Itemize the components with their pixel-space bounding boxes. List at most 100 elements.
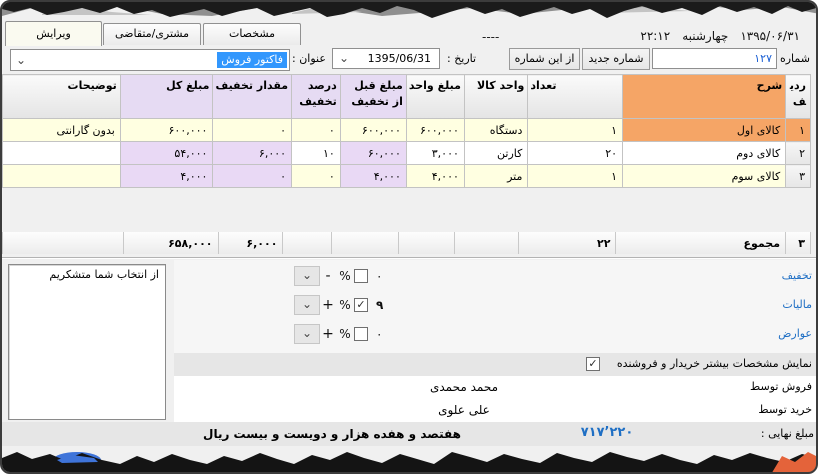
cell-qty[interactable]: ۱ bbox=[527, 164, 624, 188]
cell-discount-amt[interactable]: ۶,۰۰۰ bbox=[212, 141, 293, 165]
cell-discount-pct[interactable]: ۰ bbox=[291, 118, 341, 142]
col-header-unit: واحد کالا bbox=[463, 74, 529, 119]
cell-unit-price[interactable]: ۶۰۰,۰۰۰ bbox=[405, 118, 465, 142]
duties-value[interactable]: ۰ bbox=[376, 327, 383, 341]
bought-by-label: خرید توسط bbox=[758, 403, 812, 416]
discount-checkbox[interactable] bbox=[354, 269, 368, 283]
cell-discount-amt[interactable]: ۰ bbox=[212, 164, 293, 188]
clock-time: ۲۲:۱۲ bbox=[640, 29, 671, 43]
duties-row: عوارض ⌄ + % ۰ bbox=[174, 322, 816, 348]
new-number-button[interactable]: شماره جدید bbox=[582, 48, 650, 70]
table-row: ۱ کالای اول ۱ دستگاه ۶۰۰,۰۰۰ ۶۰۰,۰۰۰ ۰ ۰… bbox=[2, 118, 811, 142]
title-combobox[interactable]: ⌄ فاکتور فروش bbox=[10, 49, 290, 71]
cell-unit[interactable]: متر bbox=[463, 164, 529, 188]
cell-unit-price[interactable]: ۳,۰۰۰ bbox=[405, 141, 465, 165]
final-amount-label: مبلغ نهایی : bbox=[760, 427, 814, 440]
table-row: ۳ کالای سوم ۱ متر ۴,۰۰۰ ۴,۰۰۰ ۰ ۰ ۴,۰۰۰ bbox=[2, 164, 811, 188]
number-input[interactable]: ۱۲۷ bbox=[652, 48, 777, 69]
cell-notes[interactable]: بدون گارانتی bbox=[2, 118, 121, 142]
chevron-down-icon[interactable]: ⌄ bbox=[16, 53, 27, 67]
date-label-top: ۱۳۹۵/۰۶/۳۱ bbox=[740, 29, 800, 43]
cell-before-discount[interactable]: ۶۰,۰۰۰ bbox=[339, 141, 407, 165]
cell-notes[interactable] bbox=[2, 141, 121, 165]
cell-discount-pct[interactable]: ۱۰ bbox=[291, 141, 341, 165]
totals-discount-amt: ۶,۰۰۰ bbox=[217, 232, 283, 254]
final-amount-words: هفتصد و هفده هزار و دویست و بیست ریال bbox=[203, 427, 461, 441]
chevron-down-icon: ⌄ bbox=[301, 326, 313, 340]
col-header-desc: شرح bbox=[622, 74, 787, 119]
discount-value[interactable]: ۰ bbox=[376, 269, 383, 283]
table-header-row: ردیف شرح تعداد واحد کالا مبلغ واحد مبلغ … bbox=[2, 74, 811, 119]
show-more-label: نمایش مشخصات بیشتر خریدار و فروشنده bbox=[616, 357, 812, 370]
cell-rownum[interactable]: ۲ bbox=[785, 141, 811, 165]
col-header-notes: توضیحات bbox=[2, 74, 121, 119]
tax-sign: + bbox=[322, 297, 334, 313]
cell-desc[interactable]: کالای سوم bbox=[622, 164, 787, 188]
from-this-number-button[interactable]: از این شماره bbox=[509, 48, 580, 70]
cell-qty[interactable]: ۲۰ bbox=[527, 141, 624, 165]
final-amount-value: ۷۱۷’۲۲۰ bbox=[580, 425, 634, 440]
col-header-before-discount: مبلغ قبل از تخفیف bbox=[339, 74, 407, 119]
totals-qty: ۲۲ bbox=[517, 232, 616, 254]
cell-unit[interactable]: کارتن bbox=[463, 141, 529, 165]
title-dashes: ---- bbox=[482, 30, 500, 44]
datetime-display: ۲۲:۱۲ چهارشنبه ۱۳۹۵/۰۶/۳۱ bbox=[640, 29, 800, 43]
discount-label: تخفیف bbox=[781, 269, 812, 282]
cell-discount-amt[interactable]: ۰ bbox=[212, 118, 293, 142]
date-label: تاریخ : bbox=[447, 52, 477, 65]
items-table: ردیف شرح تعداد واحد کالا مبلغ واحد مبلغ … bbox=[2, 74, 811, 188]
col-header-discount-amt: مقدار تخفیف bbox=[212, 74, 293, 119]
col-header-total: مبلغ کل bbox=[119, 74, 214, 119]
footer-note-textarea[interactable]: از انتخاب شما متشکریم bbox=[8, 264, 166, 420]
tax-dropdown[interactable]: ⌄ bbox=[294, 295, 320, 315]
final-amount-band: مبلغ نهایی : ۷۱۷’۲۲۰ هفتصد و هفده هزار و… bbox=[2, 422, 816, 446]
col-header-unit-price: مبلغ واحد bbox=[405, 74, 465, 119]
cell-desc[interactable]: کالای دوم bbox=[622, 141, 787, 165]
sold-by-label: فروش توسط bbox=[750, 380, 812, 393]
col-header-discount-pct: درصد تخفیف bbox=[291, 74, 341, 119]
footer-note-text: از انتخاب شما متشکریم bbox=[49, 268, 159, 281]
tab-customer[interactable]: مشتری/متقاضی bbox=[103, 23, 201, 45]
cell-rownum[interactable]: ۳ bbox=[785, 164, 811, 188]
cell-desc[interactable]: کالای اول bbox=[622, 118, 787, 142]
cell-notes[interactable] bbox=[2, 164, 121, 188]
date-input[interactable]: ⌄ 1395/06/31 bbox=[332, 48, 440, 69]
title-label: عنوان : bbox=[292, 52, 326, 65]
sold-by-value[interactable]: محمد محمدی bbox=[429, 380, 499, 394]
totals-row: ۳ مجموع ۲۲ ۶,۰۰۰ ۶۵۸,۰۰۰ bbox=[2, 232, 811, 254]
show-more-checkbox[interactable]: ✓ bbox=[586, 357, 600, 371]
duties-checkbox[interactable] bbox=[354, 327, 368, 341]
sold-by-row: فروش توسط محمد محمدی bbox=[174, 376, 816, 399]
bought-by-value[interactable]: علی علوی bbox=[438, 403, 490, 417]
chevron-down-icon: ⌄ bbox=[301, 268, 313, 282]
cell-rownum[interactable]: ۱ bbox=[785, 118, 811, 142]
tab-edit[interactable]: ویرایش bbox=[5, 21, 102, 46]
cell-unit-price[interactable]: ۴,۰۰۰ bbox=[405, 164, 465, 188]
cell-discount-pct[interactable]: ۰ bbox=[291, 164, 341, 188]
discount-sign: - bbox=[325, 268, 331, 284]
percent-symbol: % bbox=[339, 327, 351, 341]
adjustments-panel bbox=[174, 260, 816, 353]
cell-qty[interactable]: ۱ bbox=[527, 118, 624, 142]
number-label: شماره : bbox=[772, 52, 810, 65]
cell-total[interactable]: ۴,۰۰۰ bbox=[119, 164, 214, 188]
torn-bottom-edge bbox=[2, 452, 816, 472]
cell-total[interactable]: ۶۰۰,۰۰۰ bbox=[119, 118, 214, 142]
cell-total[interactable]: ۵۴,۰۰۰ bbox=[119, 141, 214, 165]
duties-dropdown[interactable]: ⌄ bbox=[294, 324, 320, 344]
cell-before-discount[interactable]: ۶۰۰,۰۰۰ bbox=[339, 118, 407, 142]
discount-dropdown[interactable]: ⌄ bbox=[294, 266, 320, 286]
cell-unit[interactable]: دستگاه bbox=[463, 118, 529, 142]
chevron-down-icon[interactable]: ⌄ bbox=[339, 51, 350, 65]
title-selected-value: فاکتور فروش bbox=[217, 52, 287, 68]
tax-row: مالیات ⌄ + % ✓ ۹ bbox=[174, 293, 816, 319]
totals-rowcount: ۳ bbox=[785, 232, 811, 254]
tax-checkbox[interactable]: ✓ bbox=[354, 298, 368, 312]
tax-label: مالیات bbox=[782, 298, 812, 311]
tab-specs[interactable]: مشخصات bbox=[203, 23, 301, 45]
totals-total: ۶۵۸,۰۰۰ bbox=[122, 232, 219, 254]
percent-symbol: % bbox=[339, 269, 351, 283]
cell-before-discount[interactable]: ۴,۰۰۰ bbox=[339, 164, 407, 188]
tax-value[interactable]: ۹ bbox=[376, 298, 384, 312]
